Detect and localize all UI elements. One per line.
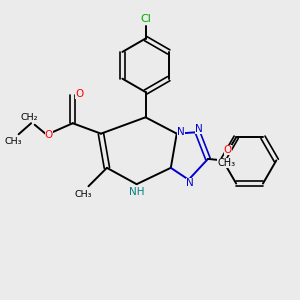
Text: CH₃: CH₃ [4,137,22,146]
Text: O: O [75,88,83,98]
Text: N: N [186,178,194,188]
Text: NH: NH [130,187,145,196]
Text: CH₂: CH₂ [21,113,38,122]
Text: CH₃: CH₃ [75,190,92,199]
Text: O: O [45,130,53,140]
Text: N: N [195,124,203,134]
Text: Cl: Cl [140,14,151,24]
Text: O: O [224,145,232,155]
Text: CH₃: CH₃ [217,158,236,168]
Text: N: N [177,127,185,137]
